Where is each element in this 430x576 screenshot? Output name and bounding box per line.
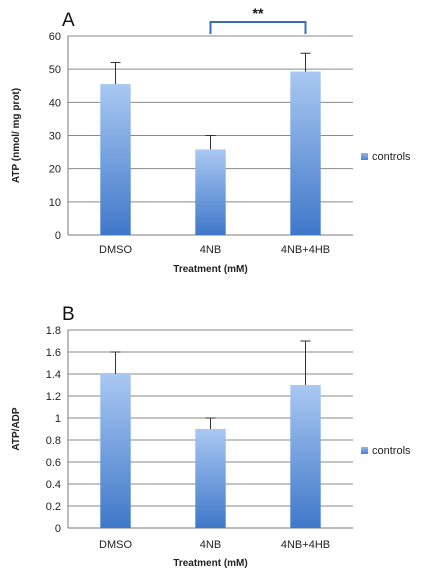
- y-tick-label: 0.2: [46, 501, 61, 513]
- y-tick-label: 30: [49, 131, 61, 143]
- y-tick-label: 0: [55, 230, 61, 242]
- significance-bracket: [209, 21, 307, 34]
- legend-swatch: [361, 447, 368, 454]
- x-tick-label: 4NB: [200, 539, 221, 551]
- y-tick-label: 10: [49, 197, 61, 209]
- x-axis-title: Treatment (mM): [173, 264, 247, 275]
- y-axis-title: ATP (nmol/ mg prot): [11, 88, 22, 183]
- legend-label: controls: [372, 445, 411, 457]
- y-axis-title: ATP/ADP: [11, 407, 22, 450]
- y-tick-label: 20: [49, 164, 61, 176]
- y-tick-label: 1.8: [46, 325, 61, 337]
- y-tick-label: 1.2: [46, 391, 61, 403]
- y-tick-label: 1: [55, 413, 61, 425]
- y-tick-label: 0: [55, 523, 61, 535]
- bar: [290, 71, 321, 235]
- bar: [290, 385, 321, 528]
- x-axis-title: Treatment (mM): [173, 558, 247, 569]
- legend-swatch: [361, 153, 368, 160]
- x-tick-label: 4NB+4HB: [281, 539, 330, 551]
- x-tick-label: 4NB+4HB: [281, 244, 330, 256]
- y-tick-label: 1.4: [46, 369, 61, 381]
- bar: [100, 84, 131, 235]
- x-tick-label: DMSO: [99, 539, 132, 551]
- chart-panel-a: A 0 10 20 30 40 50 60 DMSO 4NB 4NB+4HB Treatment (m…: [11, 5, 411, 275]
- x-tick-label: 4NB: [200, 244, 221, 256]
- bar: [100, 374, 131, 528]
- bar: [195, 429, 226, 528]
- x-tick-label: DMSO: [99, 244, 132, 256]
- panel-letter: A: [62, 10, 75, 31]
- y-tick-label: 40: [49, 97, 61, 109]
- panel-letter: B: [62, 304, 75, 325]
- significance-label: **: [253, 5, 264, 21]
- y-tick-label: 1.6: [46, 347, 61, 359]
- legend-label: controls: [372, 151, 411, 163]
- chart-panel-b: B 0 0.2 0.4 0.6 0.8 1 1.2 1.4 1.6 1.8 DMSO 4NB 4NB+4H…: [11, 304, 411, 569]
- bar: [195, 149, 226, 235]
- y-tick-label: 50: [49, 64, 61, 76]
- y-tick-label: 0.6: [46, 457, 61, 469]
- y-tick-label: 60: [49, 31, 61, 43]
- y-tick-label: 0.4: [46, 479, 61, 491]
- y-tick-label: 0.8: [46, 435, 61, 447]
